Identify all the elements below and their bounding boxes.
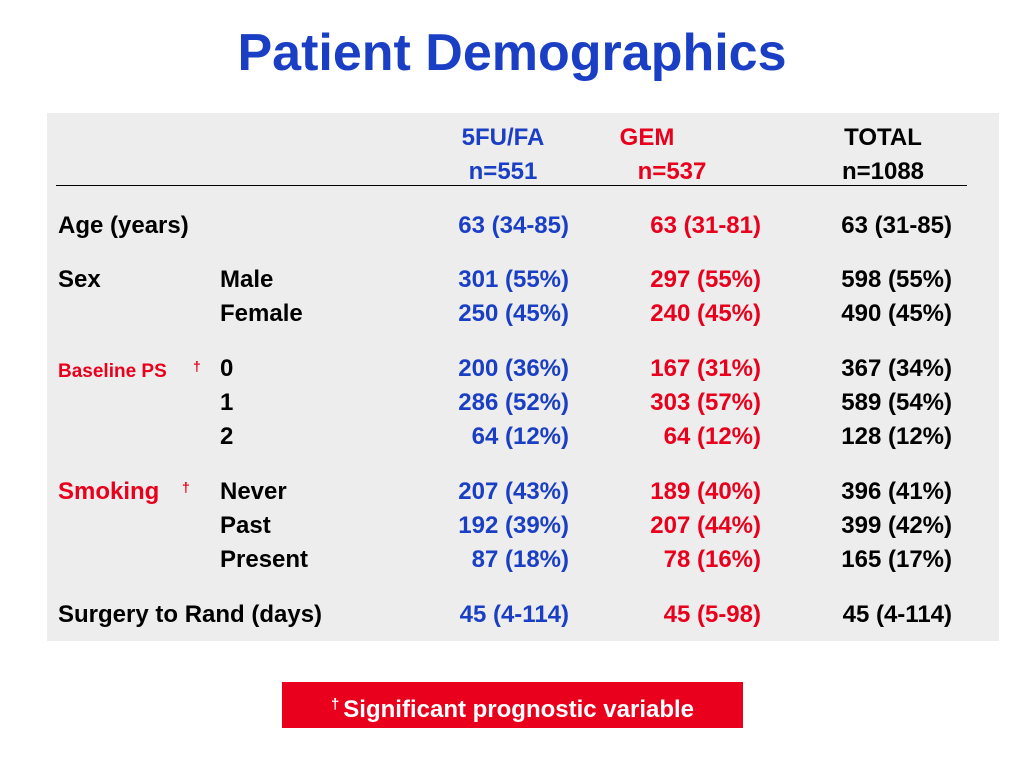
row-label-baseline-ps: Baseline PS (58, 361, 167, 382)
header-divider (56, 185, 967, 186)
header-gem-name: GEM (619, 124, 675, 151)
age-5fu-value: 63 (34-85) (458, 212, 569, 239)
ps-0-total-value: 367 (34%) (841, 355, 952, 382)
age-total-value: 63 (31-85) (841, 212, 952, 239)
age-gem-value: 63 (31-81) (650, 212, 761, 239)
sex-female-5fu-value: 250 (45%) (458, 300, 569, 327)
ps-1-gem-value: 303 (57%) (650, 389, 761, 416)
smoking-never-label: Never (220, 478, 287, 505)
header-gem-n: n=537 (637, 158, 707, 185)
ps-0-label: 0 (220, 355, 234, 382)
row-label-age: Age (years) (58, 212, 189, 239)
smoking-dagger: † (182, 479, 190, 495)
footnote-dagger: † (330, 696, 340, 713)
sex-male-total-value: 598 (55%) (841, 266, 952, 293)
ps-1-5fu-value: 286 (52%) (458, 389, 569, 416)
sex-female-label: Female (220, 300, 303, 327)
ps-1-label: 1 (220, 389, 234, 416)
footnote-text: Significant prognostic variable (343, 696, 695, 723)
header-5fu-n: n=551 (468, 158, 538, 185)
surgery-total-value: 45 (4-114) (842, 601, 952, 628)
smoking-present-5fu-value: 87 (18%) (471, 546, 569, 573)
row-label-sex: Sex (58, 266, 101, 293)
smoking-never-5fu-value: 207 (43%) (458, 478, 569, 505)
header-5fu-name: 5FU/FA (461, 124, 545, 151)
surgery-gem-value: 45 (5-98) (663, 601, 761, 628)
ps-1-total-value: 589 (54%) (841, 389, 952, 416)
footnote-box: † Significant prognostic variable (282, 682, 743, 728)
smoking-never-gem-value: 189 (40%) (650, 478, 761, 505)
baseline-ps-dagger: † (193, 358, 201, 374)
sex-female-total-value: 490 (45%) (841, 300, 952, 327)
demographics-table (47, 113, 999, 641)
sex-female-gem-value: 240 (45%) (650, 300, 761, 327)
smoking-past-gem-value: 207 (44%) (650, 512, 761, 539)
header-total-n: n=1088 (841, 158, 925, 185)
smoking-present-label: Present (220, 546, 309, 573)
ps-2-label: 2 (220, 423, 234, 450)
row-label-surgery-to-rand: Surgery to Rand (days) (58, 601, 323, 628)
ps-2-gem-value: 64 (12%) (663, 423, 761, 450)
smoking-past-label: Past (220, 512, 271, 539)
surgery-5fu-value: 45 (4-114) (459, 601, 569, 628)
smoking-present-total-value: 165 (17%) (841, 546, 952, 573)
smoking-present-gem-value: 78 (16%) (663, 546, 761, 573)
row-label-smoking: Smoking (58, 478, 160, 505)
sex-male-5fu-value: 301 (55%) (458, 266, 569, 293)
ps-2-total-value: 128 (12%) (841, 423, 952, 450)
smoking-never-total-value: 396 (41%) (841, 478, 952, 505)
ps-0-5fu-value: 200 (36%) (458, 355, 569, 382)
sex-male-label: Male (220, 266, 274, 293)
sex-male-gem-value: 297 (55%) (650, 266, 761, 293)
header-total-name: TOTAL (844, 124, 922, 151)
smoking-past-5fu-value: 192 (39%) (458, 512, 569, 539)
page-title: Patient Demographics (237, 24, 787, 82)
smoking-past-total-value: 399 (42%) (841, 512, 952, 539)
ps-0-gem-value: 167 (31%) (650, 355, 761, 382)
ps-2-5fu-value: 64 (12%) (471, 423, 569, 450)
